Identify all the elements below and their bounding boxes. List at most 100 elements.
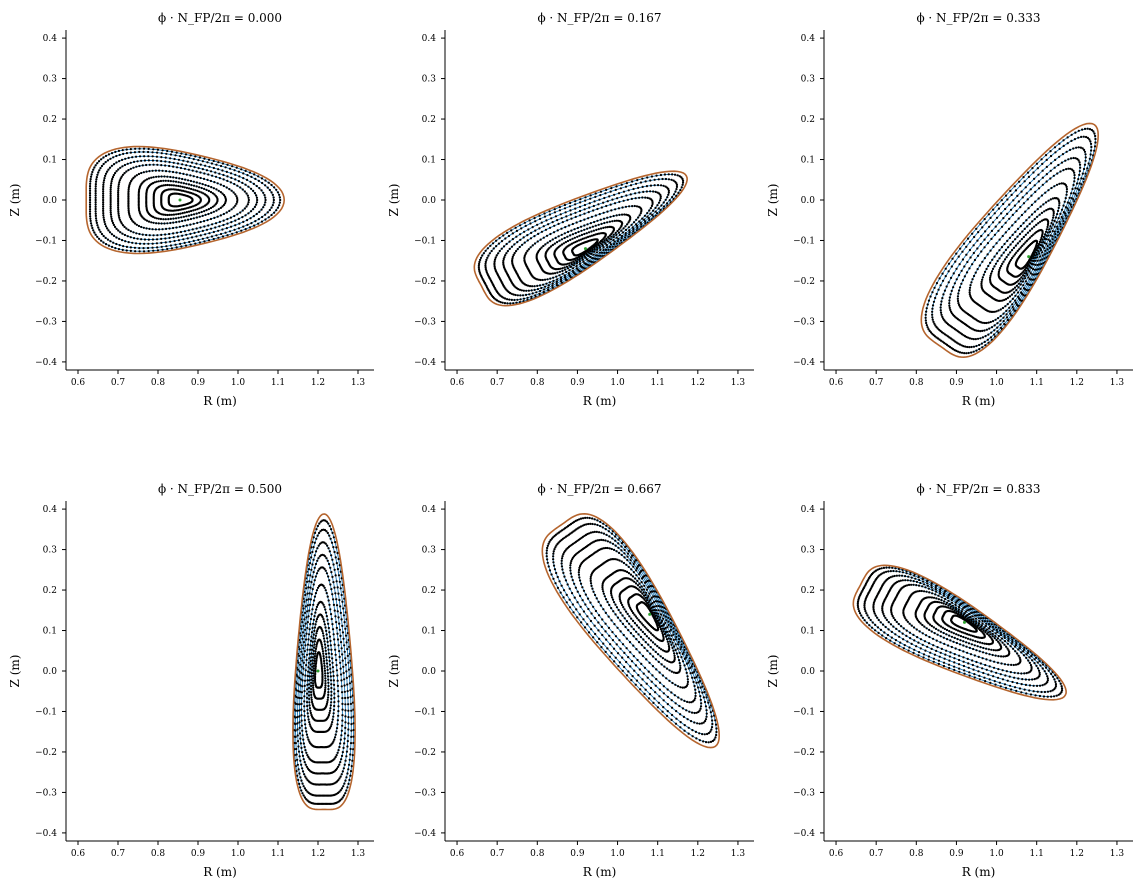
y-tick-label: 0.0 — [801, 667, 816, 677]
poincare-points — [102, 155, 267, 245]
y-axis-label: Z (m) — [387, 184, 401, 217]
y-tick-label: −0.4 — [414, 829, 436, 839]
y-axis-label: Z (m) — [387, 655, 401, 688]
y-tick-label: −0.4 — [793, 829, 815, 839]
x-tick-label: 1.3 — [731, 378, 746, 388]
x-tick-label: 0.9 — [191, 378, 206, 388]
x-tick-label: 0.6 — [829, 378, 844, 388]
poincare-points — [313, 651, 324, 689]
y-tick-label: 0.0 — [422, 667, 437, 677]
x-tick-label: 0.7 — [111, 378, 126, 388]
y-tick-label: −0.3 — [793, 317, 815, 327]
poincare-points — [932, 605, 995, 646]
x-axis-label: R (m) — [583, 394, 617, 408]
panel-0: ϕ · N_FP/2π = 0.000 0.6 0.7 0.8 0.9 1.0 1.1 1.2… — [8, 11, 374, 408]
poincare-points — [292, 519, 355, 805]
x-tick-label: 1.1 — [1030, 849, 1044, 859]
poincare-points — [1006, 228, 1044, 278]
x-axis-label: R (m) — [583, 865, 617, 879]
y-tick-label: −0.3 — [793, 788, 815, 798]
boundary-surface — [85, 145, 286, 255]
poincare-points — [307, 613, 333, 722]
poincare-points — [571, 238, 599, 257]
x-tick-label: 0.7 — [111, 849, 126, 859]
x-tick-label: 1.2 — [1070, 849, 1084, 859]
poincare-points — [535, 213, 632, 275]
panel-title: ϕ · N_FP/2π = 0.833 — [916, 482, 1040, 496]
poincare-points — [511, 196, 654, 288]
poincare-points — [923, 600, 1003, 652]
poincare-points — [160, 188, 202, 212]
y-tick-label: 0.2 — [801, 586, 815, 596]
poincare-points — [950, 614, 978, 633]
y-tick-label: 0.1 — [801, 156, 815, 166]
poincare-points — [941, 609, 986, 639]
x-axis-label: R (m) — [962, 394, 996, 408]
poincare-points — [137, 175, 228, 225]
poincare-points — [560, 530, 708, 725]
poincare-points — [914, 596, 1011, 658]
y-tick-label: 0.4 — [422, 505, 437, 515]
poincare-points — [569, 538, 703, 715]
poincare-points — [872, 574, 1049, 687]
x-tick-label: 0.9 — [949, 378, 964, 388]
y-tick-label: 0.0 — [422, 196, 437, 206]
poincare-points — [890, 583, 1033, 675]
x-axis-label: R (m) — [962, 865, 996, 879]
y-tick-label: 0.2 — [43, 115, 57, 125]
poincare-points — [94, 150, 275, 250]
poincare-points — [635, 601, 660, 632]
panel-1: ϕ · N_FP/2π = 0.167 0.6 0.7 0.8 0.9 1.0 1.1 1.2… — [387, 11, 754, 408]
magnetic-axis-marker — [316, 669, 320, 673]
poincare-points — [493, 184, 670, 297]
y-axis-label: Z (m) — [766, 184, 780, 217]
x-tick-label: 1.0 — [610, 849, 625, 859]
y-tick-label: 0.0 — [43, 196, 58, 206]
panel-title: ϕ · N_FP/2π = 0.667 — [537, 482, 661, 496]
x-tick-label: 1.2 — [691, 378, 705, 388]
x-tick-label: 1.3 — [351, 849, 366, 859]
x-tick-label: 0.6 — [450, 849, 465, 859]
poincare-points — [902, 589, 1022, 667]
y-tick-label: 0.4 — [801, 34, 816, 44]
poincare-points — [145, 179, 219, 221]
x-tick-label: 1.1 — [651, 378, 665, 388]
magnetic-axis-marker — [178, 198, 182, 202]
poincare-points — [552, 522, 714, 736]
y-tick-label: −0.4 — [35, 829, 57, 839]
x-tick-label: 0.7 — [490, 378, 505, 388]
y-tick-label: 0.2 — [422, 115, 436, 125]
x-tick-label: 1.0 — [610, 378, 625, 388]
poincare-points — [152, 183, 211, 217]
x-tick-label: 0.8 — [909, 849, 924, 859]
magnetic-axis-marker — [583, 247, 587, 251]
magnetic-axis-marker — [648, 612, 652, 616]
panel-title: ϕ · N_FP/2π = 0.500 — [158, 482, 282, 496]
y-tick-label: 0.1 — [422, 156, 436, 166]
panel-5: ϕ · N_FP/2π = 0.833 0.6 0.7 0.8 0.9 1.0 1.1 1.2… — [766, 482, 1133, 879]
poincare-points — [577, 546, 697, 704]
x-tick-label: 0.6 — [829, 849, 844, 859]
x-tick-label: 1.2 — [691, 849, 705, 859]
poincare-points — [294, 528, 353, 797]
poincare-points — [523, 204, 643, 282]
x-tick-label: 0.9 — [570, 849, 585, 859]
poincare-points — [562, 232, 607, 262]
poincare-points — [931, 135, 1093, 349]
y-tick-label: −0.4 — [793, 358, 815, 368]
x-tick-label: 1.3 — [731, 849, 746, 859]
poincare-points — [948, 156, 1082, 333]
y-tick-label: −0.4 — [35, 358, 57, 368]
y-tick-label: 0.4 — [422, 34, 437, 44]
x-tick-label: 1.1 — [1030, 378, 1044, 388]
panel-2: ϕ · N_FP/2π = 0.333 0.6 0.7 0.8 0.9 1.0 1.1 1.2… — [766, 11, 1133, 408]
poincare-points — [502, 190, 662, 292]
x-tick-label: 1.2 — [1070, 378, 1084, 388]
x-tick-label: 1.0 — [231, 378, 246, 388]
x-tick-label: 0.7 — [869, 849, 884, 859]
poincare-panels: ϕ · N_FP/2π = 0.000 0.6 0.7 0.8 0.9 1.0 1.1 1.2… — [8, 11, 1133, 879]
x-tick-label: 1.1 — [651, 849, 665, 859]
poincare-points — [167, 192, 194, 208]
panel-4: ϕ · N_FP/2π = 0.667 0.6 0.7 0.8 0.9 1.0 1.1 1.2… — [387, 482, 754, 879]
